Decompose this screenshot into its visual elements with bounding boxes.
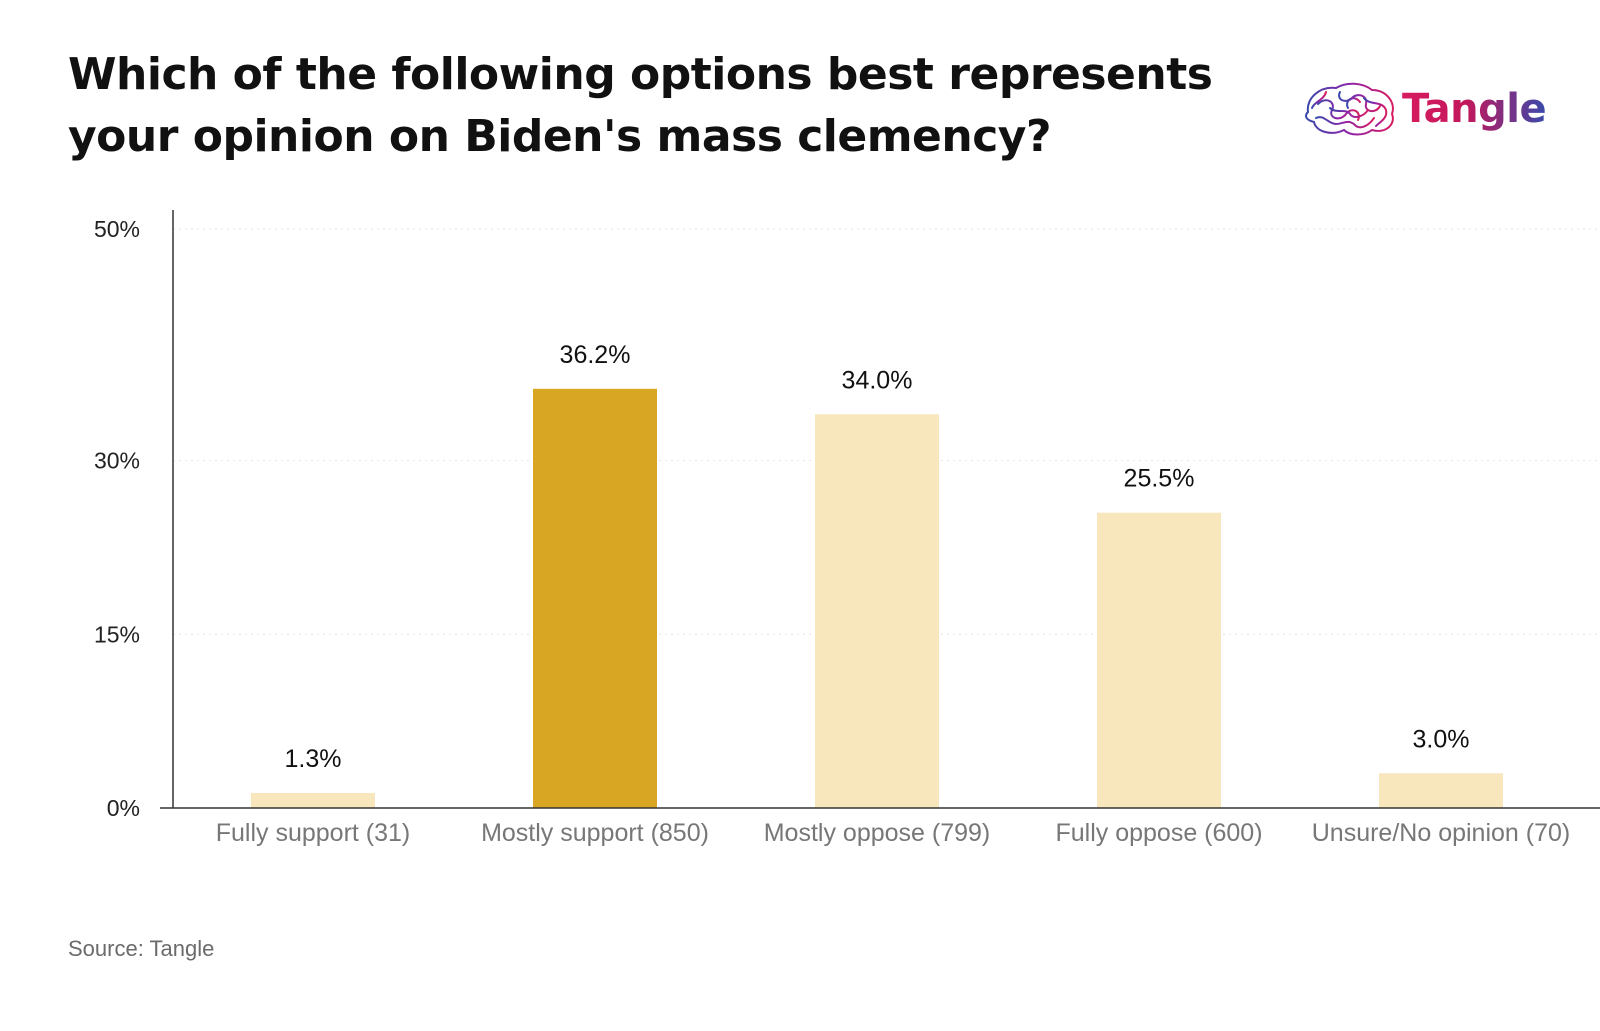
bar-value-label: 36.2% [560, 341, 631, 369]
x-category-label: Fully oppose (600) [1055, 819, 1262, 847]
x-category-label: Unsure/No opinion (70) [1312, 819, 1570, 847]
title-line-1: Which of the following options best repr… [68, 49, 1213, 100]
bar-value-label: 1.3% [285, 745, 342, 773]
bar [533, 388, 657, 808]
bar [1097, 512, 1221, 808]
x-category-label: Mostly oppose (799) [764, 819, 991, 847]
bar-value-label: 25.5% [1124, 465, 1195, 493]
source-note: Source: Tangle [68, 936, 215, 961]
chart-title: Which of the following options best repr… [68, 44, 1248, 168]
bar-value-label: 3.0% [1413, 725, 1470, 753]
y-tick-label: 15% [94, 621, 140, 647]
brain-icon [1305, 82, 1394, 136]
brand-name: Tangle [1402, 86, 1547, 132]
bar [815, 414, 939, 808]
y-tick-label: 50% [94, 216, 140, 242]
brand-logo: Tangle [1300, 78, 1560, 140]
y-tick-label: 0% [107, 795, 140, 821]
x-category-label: Mostly support (850) [481, 819, 709, 847]
bar-value-label: 34.0% [842, 366, 913, 394]
bar [251, 792, 375, 808]
y-tick-label: 30% [94, 448, 140, 474]
bar [1379, 773, 1503, 808]
title-line-2: your opinion on Biden's mass clemency? [68, 111, 1052, 162]
x-category-label: Fully support (31) [216, 819, 411, 847]
